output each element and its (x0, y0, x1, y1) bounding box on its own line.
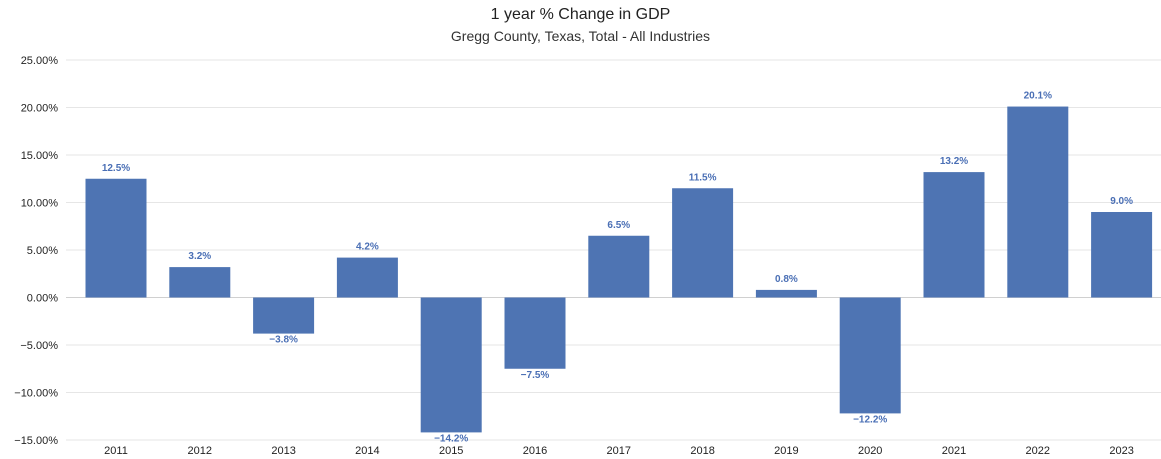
x-axis: 2011 2012 2013 2014 2015 2016 2017 2018 2019 2020… (104, 445, 1134, 457)
bar (253, 297, 315, 334)
bar (923, 172, 985, 298)
y-tick-label: 5.00% (27, 245, 58, 257)
x-tick-label: 2016 (523, 445, 547, 457)
x-tick-label: 2014 (355, 445, 379, 457)
bar (1091, 212, 1153, 298)
data-label: −7.5% (521, 370, 550, 381)
x-tick-label: 2013 (271, 445, 295, 457)
gridlines (66, 59, 1161, 441)
x-tick-label: 2019 (774, 445, 798, 457)
bar (755, 289, 817, 298)
bar (85, 178, 147, 298)
y-tick-label: 10.00% (21, 198, 59, 210)
data-label: 12.5% (102, 163, 130, 174)
x-tick-label: 2015 (439, 445, 463, 457)
y-tick-label: 25.00% (21, 55, 59, 67)
x-tick-label: 2022 (1026, 445, 1050, 457)
data-label: 6.5% (607, 220, 630, 231)
bar (672, 188, 734, 298)
x-tick-label: 2023 (1109, 445, 1133, 457)
bar (504, 297, 566, 369)
y-tick-label: −10.00% (14, 388, 58, 400)
chart-subtitle: Gregg County, Texas, Total - All Industr… (450, 28, 711, 44)
x-tick-label: 2011 (104, 445, 128, 457)
y-tick-label: 20.00% (21, 103, 59, 115)
x-tick-label: 2012 (188, 445, 212, 457)
data-label: 11.5% (689, 172, 717, 183)
data-label: 3.2% (188, 251, 211, 262)
data-labels: 12.5% 3.2% −3.8% 4.2% −14.2% −7.5% 6.5% 11.5% 0.… (102, 91, 1133, 445)
bar (169, 267, 231, 298)
y-axis: 25.00% 20.00% 15.00% 10.00% 5.00% 0.00% −5.00%… (14, 55, 58, 447)
data-label: −3.8% (269, 335, 298, 346)
chart-title: 1 year % Change in GDP (490, 6, 671, 23)
x-tick-label: 2021 (942, 445, 966, 457)
data-label: 4.2% (356, 242, 379, 253)
data-label: 13.2% (940, 156, 968, 167)
y-tick-label: −15.00% (14, 435, 58, 447)
bar (336, 257, 398, 298)
bar (588, 235, 650, 298)
data-label: −12.2% (853, 414, 887, 425)
bar (839, 297, 901, 414)
bars (85, 106, 1153, 433)
bar (420, 297, 482, 433)
data-label: 20.1% (1024, 91, 1052, 102)
bar (1007, 106, 1069, 298)
data-label: −14.2% (434, 433, 468, 444)
data-label: 0.8% (775, 274, 798, 285)
x-tick-label: 2017 (607, 445, 631, 457)
y-tick-label: 0.00% (27, 293, 58, 305)
data-label: 9.0% (1110, 196, 1133, 207)
y-tick-label: 15.00% (21, 150, 59, 162)
x-tick-label: 2018 (690, 445, 714, 457)
x-tick-label: 2020 (858, 445, 882, 457)
y-tick-label: −5.00% (20, 340, 58, 352)
